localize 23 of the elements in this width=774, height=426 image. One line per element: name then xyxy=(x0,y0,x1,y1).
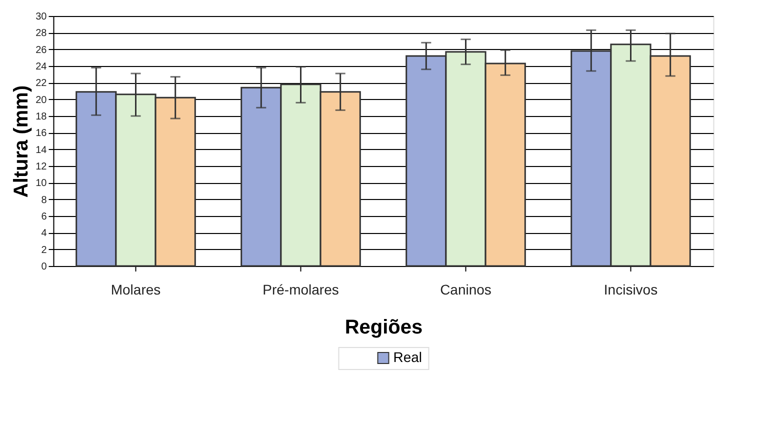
x-tick-label: Caninos xyxy=(440,282,492,298)
y-tick-label: 10 xyxy=(36,178,48,190)
y-tick-label: 30 xyxy=(36,12,48,22)
y-tick-label: 28 xyxy=(36,28,48,40)
y-tick-label: 12 xyxy=(36,162,48,172)
y-axis-title: Altura (mm) xyxy=(10,85,33,198)
y-tick-label: 26 xyxy=(36,44,48,56)
y-tick-label: 14 xyxy=(36,144,48,156)
y-tick-label: 20 xyxy=(36,94,48,106)
y-tick-label: 4 xyxy=(41,228,48,240)
y-tick-label: 0 xyxy=(41,262,48,272)
x-tick-label: Incisivos xyxy=(604,282,658,298)
y-tick-label: 24 xyxy=(36,62,48,72)
y-tick-label: 2 xyxy=(41,244,48,256)
x-tick-label: Pré-molares xyxy=(262,282,339,298)
y-tick-label: 22 xyxy=(36,78,48,90)
y-tick-label: 6 xyxy=(41,212,48,222)
x-tick-label: Molares xyxy=(110,282,161,298)
y-tick-label: 18 xyxy=(36,112,48,122)
y-tick-label: 16 xyxy=(36,128,48,140)
legend-label: Real xyxy=(393,349,422,365)
y-tick-label: 8 xyxy=(41,194,48,206)
x-axis-title: Regiões xyxy=(344,316,423,338)
